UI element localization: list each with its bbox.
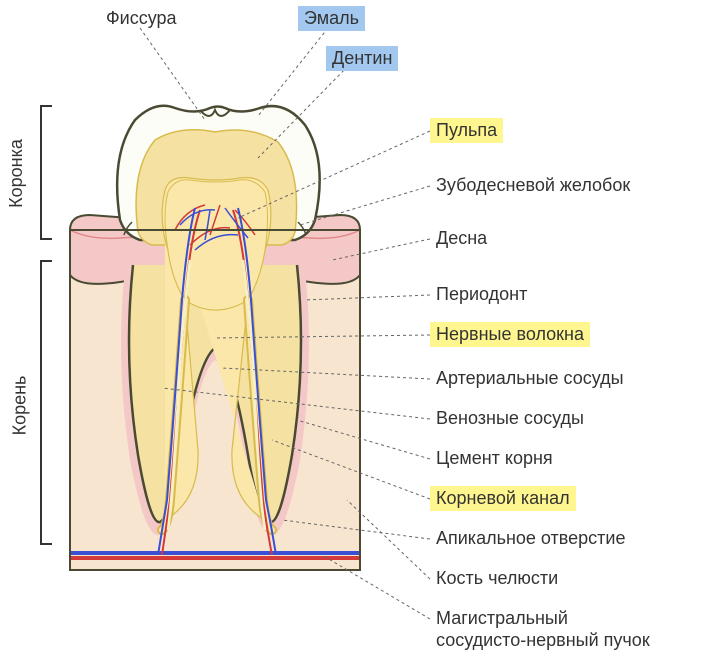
label-veins: Венозные сосуды: [430, 406, 590, 431]
label-arteries: Артериальные сосуды: [430, 366, 630, 391]
label-cementum: Цемент корня: [430, 446, 559, 471]
label-gingival-sulcus: Зубодесневой желобок: [430, 173, 636, 198]
label-nerve-fibers: Нервные волокна: [430, 322, 590, 347]
label-periodontium: Периодонт: [430, 282, 533, 307]
label-fissure: Фиссура: [100, 6, 183, 31]
tooth-anatomy-diagram: Коронка Корень: [0, 0, 727, 657]
bracket-crown: [40, 105, 42, 240]
label-apical-foramen: Апикальное отверстие: [430, 526, 631, 551]
label-gingiva: Десна: [430, 226, 493, 251]
bracket-root-label: Корень: [9, 376, 30, 436]
label-pulp: Пульпа: [430, 118, 503, 143]
label-dentin: Дентин: [326, 46, 398, 71]
bracket-crown-label: Коронка: [6, 139, 27, 208]
bracket-root: [40, 260, 42, 545]
tooth-svg: [60, 60, 380, 600]
label-enamel: Эмаль: [298, 6, 365, 31]
label-jaw-bone: Кость челюсти: [430, 566, 564, 591]
label-neurovascular-bundle-2: сосудисто-нервный пучок: [430, 628, 656, 653]
label-root-canal: Корневой канал: [430, 486, 576, 511]
